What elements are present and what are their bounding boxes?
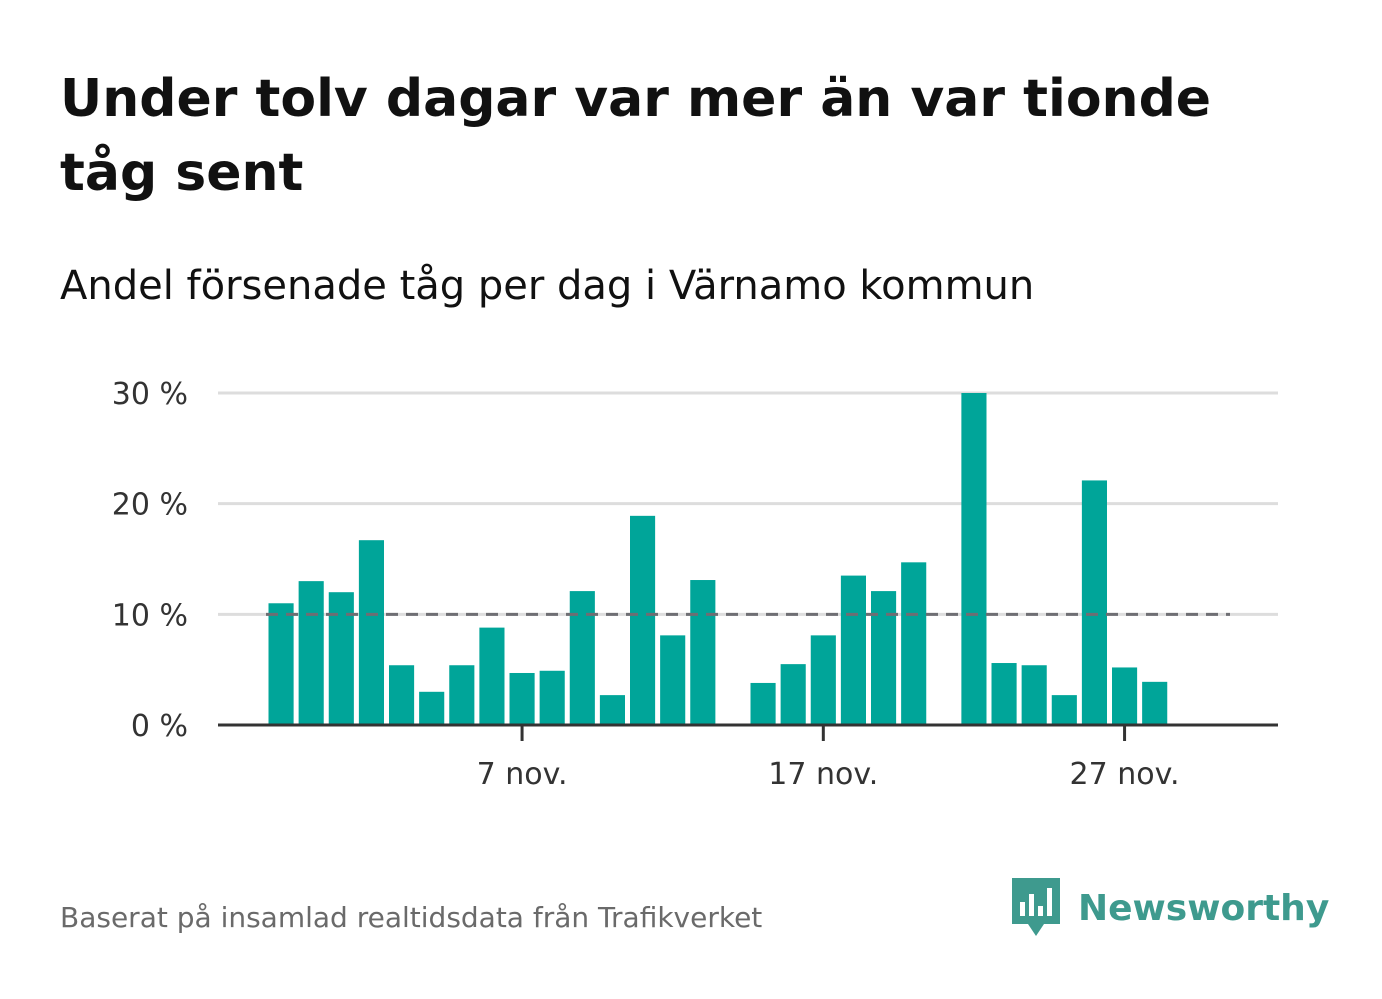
bar: [328, 592, 354, 725]
y-tick-label: 20 %: [112, 488, 188, 523]
axes: 0 % 10 % 20 % 30 % 7 nov. 17 nov. 27 nov.: [112, 377, 1278, 792]
bar: [599, 695, 625, 725]
bar: [991, 663, 1017, 725]
newsworthy-brand[interactable]: Newsworthy: [1010, 876, 1329, 940]
bar: [268, 603, 294, 725]
bar-chart: 0 % 10 % 20 % 30 % 7 nov. 17 nov. 27 nov.: [112, 377, 1278, 792]
bar: [630, 515, 656, 725]
chart-title: Under tolv dagar var mer än var tionde t…: [60, 69, 1212, 203]
bar: [569, 591, 595, 725]
bar: [419, 691, 445, 725]
bar: [750, 682, 776, 725]
bar: [1021, 665, 1047, 725]
bar: [509, 672, 535, 725]
chart-subtitle: Andel försenade tåg per dag i Värnamo ko…: [60, 263, 1035, 309]
bar: [298, 581, 324, 725]
bar: [1051, 695, 1077, 725]
x-tick-label: 27 nov.: [1070, 757, 1180, 792]
bar: [358, 540, 384, 725]
brand-name: Newsworthy: [1078, 887, 1330, 929]
bar: [660, 635, 686, 725]
source-note: Baserat på insamlad realtidsdata från Tr…: [60, 901, 763, 934]
bar: [1142, 681, 1168, 725]
bar: [479, 627, 505, 725]
bar: [810, 635, 836, 725]
bar: [690, 580, 716, 725]
bar: [871, 591, 897, 725]
y-tick-label: 0 %: [131, 709, 188, 744]
x-tick-label: 7 nov.: [477, 757, 568, 792]
x-tick-label: 17 nov.: [768, 757, 878, 792]
bar: [961, 393, 987, 725]
bar: [1112, 667, 1138, 725]
bar: [1081, 480, 1107, 725]
bar: [780, 664, 806, 725]
bar: [539, 670, 565, 725]
bar: [449, 665, 475, 725]
bars: [268, 393, 1168, 725]
y-tick-label: 30 %: [112, 377, 188, 412]
newsworthy-logo-icon: [1012, 878, 1060, 936]
bar: [901, 562, 927, 725]
bar: [840, 575, 866, 725]
y-tick-label: 10 %: [112, 598, 188, 633]
bar: [389, 665, 415, 725]
